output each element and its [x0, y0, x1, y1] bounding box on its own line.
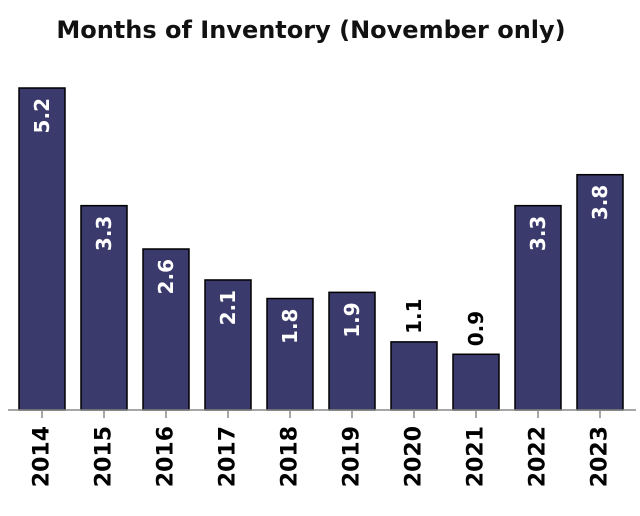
- bar-2017: [204, 279, 252, 411]
- bar-2015: [80, 204, 128, 411]
- x-tick-label-2014: 2014: [30, 426, 55, 487]
- x-tick-label-2017: 2017: [216, 426, 241, 487]
- data-label-2015: 3.3: [92, 216, 116, 251]
- bar-2020: [390, 341, 438, 411]
- data-label-2021: 0.9: [464, 311, 488, 346]
- data-label-2020: 1.1: [402, 298, 426, 333]
- x-tick-label-2021: 2021: [464, 426, 489, 487]
- data-label-2014: 5.2: [30, 98, 54, 133]
- data-labels-group: 5.2 3.3 2.6 2.1 1.8 1.9 1.1 0.9 3.3 3.8: [30, 98, 612, 346]
- data-label-2016: 2.6: [154, 259, 178, 294]
- bar-2023: [576, 173, 624, 411]
- bar-2021: [452, 353, 500, 411]
- x-tick-label-2023: 2023: [588, 426, 613, 487]
- data-label-2022: 3.3: [526, 216, 550, 251]
- x-tick-label-2019: 2019: [340, 426, 365, 487]
- x-tick-label-2018: 2018: [278, 426, 303, 487]
- x-tick-label-2020: 2020: [402, 426, 427, 487]
- bar-2016: [142, 248, 190, 411]
- x-tick-label-2016: 2016: [154, 426, 179, 487]
- chart-title: Months of Inventory (November only): [56, 16, 565, 44]
- bar-2019: [328, 291, 376, 411]
- bar-2014: [18, 87, 66, 411]
- x-tick-label-2015: 2015: [92, 426, 117, 487]
- x-tick-label-2022: 2022: [526, 426, 551, 487]
- bars-group: [18, 87, 624, 411]
- data-label-2019: 1.9: [340, 302, 364, 337]
- data-label-2017: 2.1: [216, 290, 240, 325]
- data-label-2018: 1.8: [278, 309, 302, 344]
- x-axis-ticks: 2014 2015 2016 2017 2018 2019 2020 2021 2022 2023: [30, 410, 613, 487]
- data-label-2023: 3.8: [588, 185, 612, 220]
